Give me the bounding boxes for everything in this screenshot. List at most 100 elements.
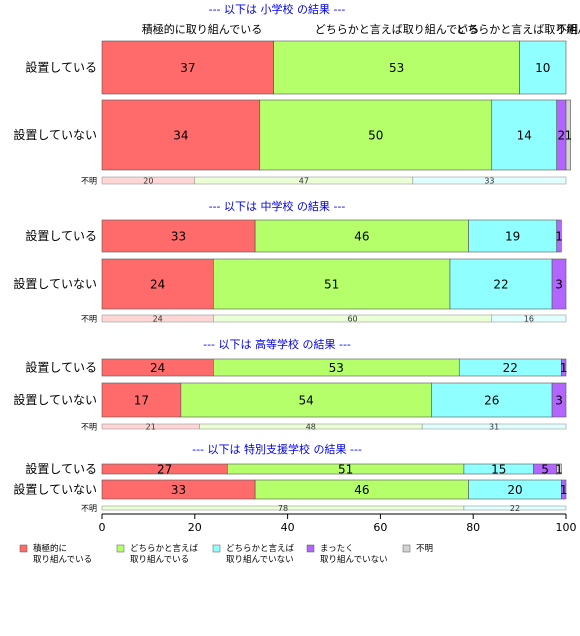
legend-label: まったく bbox=[320, 544, 354, 554]
bar-segment bbox=[449, 258, 553, 310]
bar-value-label: 27 bbox=[157, 463, 172, 477]
unknown-value-label: 60 bbox=[347, 315, 357, 324]
row-label: 設置していない bbox=[13, 276, 97, 291]
unknown-value-label: 16 bbox=[524, 315, 534, 324]
bar-value-label: 50 bbox=[368, 129, 383, 143]
unknown-value-label: 21 bbox=[146, 423, 156, 432]
bar-segment bbox=[213, 258, 451, 310]
bar-segment bbox=[556, 219, 562, 253]
bar-value-label: 26 bbox=[484, 394, 499, 408]
row-label: 設置している bbox=[25, 461, 97, 476]
legend-swatch bbox=[116, 544, 125, 553]
unknown-row-label: 不明 bbox=[81, 315, 97, 324]
unknown-value-label: 48 bbox=[306, 423, 316, 432]
bar-segment bbox=[180, 382, 432, 418]
unknown-bar-segment bbox=[421, 423, 567, 430]
bar-segment bbox=[101, 219, 256, 253]
bar-segment bbox=[468, 219, 558, 253]
bar-value-label: 33 bbox=[171, 483, 186, 497]
bar-value-label: 1 bbox=[564, 129, 572, 143]
bar-value-label: 46 bbox=[354, 483, 369, 497]
bar-value-label: 19 bbox=[505, 230, 520, 244]
legend-swatch bbox=[212, 544, 221, 553]
bar-segment bbox=[551, 382, 567, 418]
unknown-bar-segment bbox=[463, 505, 567, 511]
unknown-bar-segment bbox=[412, 176, 567, 185]
legend-label: 取り組んでいない bbox=[320, 554, 388, 565]
unknown-value-label: 47 bbox=[299, 177, 309, 186]
row-label: 設置していない bbox=[13, 392, 97, 407]
unknown-row-label: 不明 bbox=[81, 504, 97, 513]
bar-value-label: 3 bbox=[555, 278, 563, 292]
legend-label: どちらかと言えば bbox=[226, 543, 295, 554]
legend-label: どちらかと言えば bbox=[130, 543, 199, 554]
bar-value-label: 1 bbox=[560, 361, 568, 375]
bar-value-label: 5 bbox=[541, 463, 549, 477]
x-tick-label: 20 bbox=[188, 521, 202, 534]
x-tick-label: 40 bbox=[281, 521, 295, 534]
bar-value-label: 46 bbox=[354, 230, 369, 244]
bar-value-label: 1 bbox=[560, 483, 568, 497]
unknown-bar-segment bbox=[491, 314, 567, 323]
bar-segment bbox=[491, 99, 558, 171]
panel-title: --- 以下は 中学校 の結果 --- bbox=[209, 199, 346, 213]
row-label: 設置していない bbox=[13, 482, 97, 497]
bar-value-label: 22 bbox=[503, 361, 518, 375]
bar-value-label: 3 bbox=[555, 394, 563, 408]
bar-segment bbox=[561, 479, 567, 500]
bar-segment bbox=[259, 99, 493, 171]
x-tick-label: 100 bbox=[556, 521, 577, 534]
bar-value-label: 53 bbox=[329, 361, 344, 375]
bar-value-label: 22 bbox=[493, 278, 508, 292]
row-label: 設置している bbox=[25, 228, 97, 243]
bar-segment bbox=[101, 382, 182, 418]
panel-title: --- 以下は 高等学校 の結果 --- bbox=[203, 337, 351, 351]
unknown-value-label: 78 bbox=[278, 504, 288, 513]
bar-segment bbox=[556, 463, 562, 475]
unknown-row-label: 不明 bbox=[81, 177, 97, 186]
bar-segment bbox=[551, 258, 567, 310]
x-tick-label: 0 bbox=[99, 521, 106, 534]
x-tick-label: 60 bbox=[373, 521, 387, 534]
bar-value-label: 2 bbox=[558, 129, 566, 143]
bar-value-label: 1 bbox=[555, 230, 563, 244]
bar-value-label: 24 bbox=[150, 278, 165, 292]
bar-segment bbox=[273, 40, 520, 95]
legend-swatch bbox=[306, 544, 315, 553]
unknown-value-label: 20 bbox=[143, 177, 153, 186]
row-label: 設置している bbox=[25, 60, 97, 75]
unknown-value-label: 33 bbox=[484, 177, 494, 186]
unknown-row-label: 不明 bbox=[81, 423, 97, 432]
legend-label: 取り組んでいる bbox=[33, 554, 92, 565]
legend-swatch bbox=[19, 544, 28, 553]
bar-value-label: 51 bbox=[338, 463, 353, 477]
top-category-label: 積極的に取り組んでいる bbox=[142, 22, 262, 36]
x-tick-label: 80 bbox=[466, 521, 480, 534]
bar-segment bbox=[565, 99, 571, 171]
bar-value-label: 51 bbox=[324, 278, 339, 292]
legend-swatch bbox=[402, 544, 411, 553]
bar-value-label: 33 bbox=[171, 230, 186, 244]
bar-value-label: 34 bbox=[173, 129, 188, 143]
legend-label: 取り組んでいない bbox=[226, 554, 294, 565]
bar-value-label: 14 bbox=[517, 129, 532, 143]
bar-value-label: 17 bbox=[134, 394, 149, 408]
unknown-value-label: 24 bbox=[153, 315, 163, 324]
bar-value-label: 24 bbox=[150, 361, 165, 375]
legend-label: 積極的に bbox=[33, 543, 67, 554]
bar-value-label: 20 bbox=[507, 483, 522, 497]
bar-value-label: 37 bbox=[180, 61, 195, 75]
bar-value-label: 10 bbox=[535, 61, 550, 75]
panel-title: --- 以下は 小学校 の結果 --- bbox=[209, 2, 346, 16]
bar-value-label: 15 bbox=[491, 463, 506, 477]
top-category-label: どちらかと言えば取り組んでいる bbox=[315, 23, 479, 36]
bar-segment bbox=[101, 258, 214, 310]
bar-segment bbox=[519, 40, 567, 95]
row-label: 設置している bbox=[25, 360, 97, 375]
bar-segment bbox=[254, 219, 469, 253]
panel-title: --- 以下は 特別支援学校 の結果 --- bbox=[192, 442, 362, 456]
unknown-value-label: 31 bbox=[489, 423, 499, 432]
bar-segment bbox=[561, 358, 567, 377]
